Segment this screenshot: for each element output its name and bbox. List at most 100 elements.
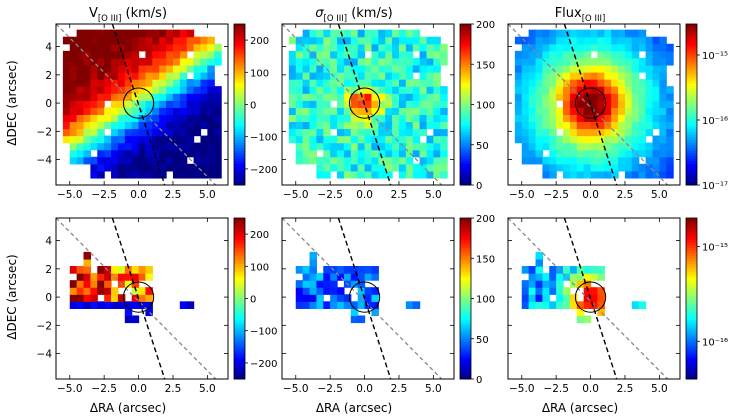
spaxel: [159, 72, 167, 80]
spaxel: [350, 163, 359, 172]
spaxel: [83, 100, 91, 108]
spaxel: [179, 128, 188, 137]
spaxel: [131, 163, 140, 172]
spaxel: [611, 43, 619, 52]
spaxel: [145, 72, 153, 80]
colorbar-segment: [234, 368, 245, 372]
spaxel: [117, 114, 126, 123]
spaxel: [302, 156, 311, 165]
colorbar-segment: [460, 274, 471, 278]
spaxel: [166, 79, 174, 87]
spaxel: [309, 93, 317, 101]
spaxel: [350, 36, 359, 45]
spaxel: [159, 86, 167, 94]
spaxel: [207, 86, 215, 94]
spaxel: [385, 149, 393, 158]
spaxel: [521, 121, 530, 130]
colorbar-segment: [460, 362, 471, 367]
spaxel: [357, 315, 366, 324]
spaxel: [76, 36, 85, 45]
spaxel: [193, 57, 202, 66]
spaxel: [597, 121, 605, 130]
spaxel: [440, 156, 448, 165]
spaxel: [528, 135, 537, 144]
spaxel: [172, 121, 181, 130]
colorbar-segment: [686, 370, 697, 375]
aperture-circle: [574, 87, 607, 119]
spaxel: [104, 114, 112, 123]
spaxel: [618, 79, 626, 87]
spaxel: [330, 64, 338, 73]
spaxel: [542, 79, 550, 87]
spaxel: [419, 79, 428, 87]
spaxel: [611, 36, 619, 45]
colorbar-segment: [460, 236, 471, 240]
panel-frame: [507, 217, 681, 380]
spaxel: [371, 156, 379, 165]
spaxel: [398, 100, 407, 108]
spaxel: [371, 301, 379, 309]
spaxel: [152, 142, 160, 151]
spaxel: [576, 156, 585, 165]
colorbar-tick-label: 10⁻¹⁷: [702, 181, 728, 192]
spaxel: [624, 50, 633, 59]
spaxel: [535, 266, 543, 274]
spaxel: [337, 163, 345, 172]
spaxel: [638, 128, 647, 137]
spaxel: [590, 100, 599, 108]
spaxel: [371, 79, 379, 87]
spaxel: [659, 86, 667, 94]
colorbar-segment: [686, 96, 697, 100]
spaxel: [590, 294, 599, 302]
spaxel: [440, 43, 448, 52]
spaxel: [90, 93, 98, 101]
spaxel: [385, 57, 393, 66]
map-panel-r0-c2: [508, 24, 680, 185]
spaxel: [549, 266, 557, 274]
spaxel: [357, 86, 366, 94]
spaxel: [200, 156, 208, 165]
spaxel: [521, 43, 530, 52]
spaxel: [576, 163, 585, 172]
spaxel: [542, 36, 550, 45]
spaxel: [535, 29, 543, 38]
spaxel: [343, 29, 352, 38]
dashed-black-line: [337, 218, 392, 379]
spaxel: [302, 72, 311, 80]
spaxel: [631, 57, 640, 66]
spaxel: [378, 142, 386, 151]
spaxel: [117, 266, 126, 274]
spaxel: [597, 72, 605, 80]
spaxel: [104, 294, 112, 302]
spaxel: [631, 107, 640, 115]
spaxel: [62, 57, 71, 66]
spaxel: [302, 121, 311, 130]
spaxel: [542, 86, 550, 94]
spaxel: [412, 121, 421, 130]
spaxel: [69, 79, 78, 87]
spaxel: [549, 128, 557, 137]
spaxel: [104, 79, 112, 87]
colorbar-segment: [234, 218, 245, 222]
colorbar-segment: [460, 333, 471, 337]
colorbar-segment: [460, 101, 471, 105]
spaxel: [521, 50, 530, 59]
spaxel: [597, 287, 605, 295]
colorbar-tick-label: −100: [250, 327, 277, 338]
spaxel: [385, 156, 393, 165]
spaxel: [378, 79, 386, 87]
spaxel: [611, 93, 619, 101]
colorbar-segment: [686, 317, 697, 321]
spaxel: [542, 170, 550, 179]
spaxel: [152, 170, 160, 179]
spaxel: [569, 43, 578, 52]
spaxel: [556, 29, 564, 38]
spaxel: [528, 36, 537, 45]
spaxel: [378, 100, 386, 108]
spaxel: [302, 142, 311, 151]
colorbar-segment: [234, 139, 245, 143]
spaxel: [117, 57, 126, 66]
spaxel: [659, 57, 667, 66]
spaxel: [631, 29, 640, 38]
spaxel: [624, 64, 633, 73]
